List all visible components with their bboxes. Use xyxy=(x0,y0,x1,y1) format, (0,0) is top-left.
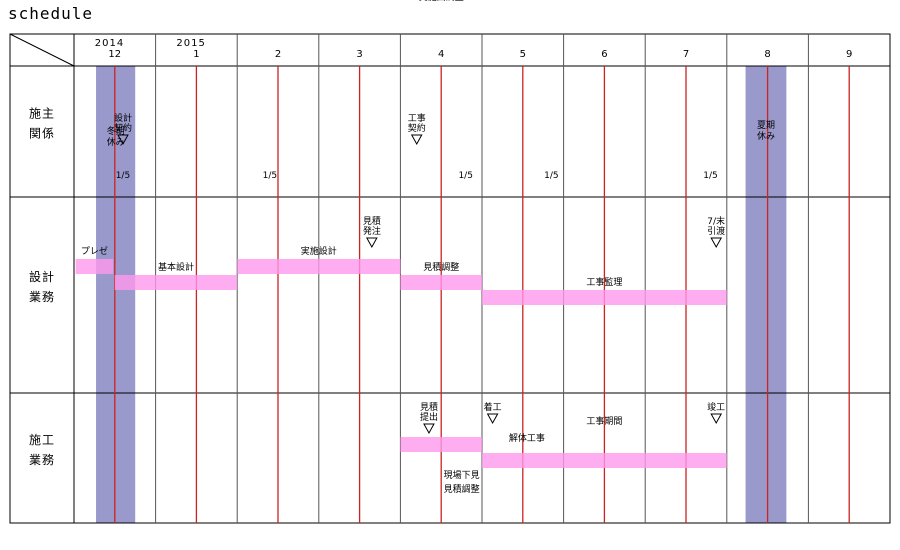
holiday-label: 夏期 xyxy=(757,120,775,131)
note-label: 1/5 xyxy=(458,171,472,181)
milestone-marker xyxy=(117,134,129,146)
bar-label: 見積調整 xyxy=(423,261,459,273)
schedule-bar xyxy=(482,290,727,305)
milestone-label: 見積 xyxy=(420,401,438,413)
row-label-char: 関 xyxy=(29,127,41,141)
milestone-label: 契約 xyxy=(114,122,132,134)
bar-label: 実施設計 xyxy=(301,245,337,257)
month-label: 3 xyxy=(356,49,362,60)
month-label: 5 xyxy=(520,49,526,60)
milestone-marker xyxy=(410,134,423,146)
row-label-char: 設 xyxy=(29,269,41,284)
row-label-char: 務 xyxy=(42,290,54,304)
bar-label: 工事監理 xyxy=(586,276,622,288)
milestone-marker xyxy=(365,237,378,249)
row-label-char: 係 xyxy=(42,127,54,141)
row-label-char: 業 xyxy=(29,453,41,467)
bar-label: プレゼ xyxy=(81,245,108,257)
holiday-label: 冬期 xyxy=(107,125,125,137)
chart-frame xyxy=(9,33,891,524)
schedule-bar xyxy=(75,259,114,274)
year-label: 2015 xyxy=(176,38,205,49)
month-label: 2 xyxy=(275,49,281,60)
holiday-label: 休み xyxy=(757,130,775,142)
row-label-char: 業 xyxy=(29,290,41,304)
month-label: 12 xyxy=(108,49,121,60)
month-label: 4 xyxy=(438,49,444,60)
year-label: 2014 xyxy=(95,38,124,49)
month-label: 8 xyxy=(764,49,770,60)
milestone-label: 竣工 xyxy=(707,401,725,413)
row-label-char: 工 xyxy=(42,433,54,447)
milestone-label: 工事 xyxy=(408,112,426,124)
milestone-marker xyxy=(423,423,435,435)
milestone-label: 発注 xyxy=(363,225,381,237)
milestone-label: 提出 xyxy=(420,411,438,423)
holiday-label: 休み xyxy=(107,136,125,148)
note-label: 1/5 xyxy=(544,171,558,181)
milestone-marker xyxy=(710,413,723,425)
bar-label: 基本設計 xyxy=(158,261,194,273)
note-label: 1/5 xyxy=(116,171,130,181)
row-label-char: 務 xyxy=(42,453,54,467)
holiday-band xyxy=(745,66,787,523)
row-label-char: 計 xyxy=(42,269,54,284)
month-label: 1 xyxy=(193,49,199,60)
milestone-label: 見積 xyxy=(363,215,381,227)
milestone-marker xyxy=(710,237,723,249)
schedule-bar xyxy=(400,275,482,290)
note-label: 見積調整 xyxy=(444,483,480,495)
note-label: 現場下見 xyxy=(444,469,480,481)
month-label: 7 xyxy=(683,49,689,60)
month-label: 6 xyxy=(601,49,607,60)
schedule-bar xyxy=(400,437,482,452)
schedule-bar xyxy=(114,275,238,290)
schedule-bar xyxy=(237,259,401,274)
note-label: 実施図調整 xyxy=(419,0,464,3)
milestone-label: 契約 xyxy=(408,122,426,134)
milestone-marker xyxy=(486,413,499,425)
month-label: 9 xyxy=(846,49,852,60)
note-label: 工事期間 xyxy=(586,415,622,427)
page-title: schedule xyxy=(8,4,94,23)
milestone-label: 設計 xyxy=(114,112,132,124)
row-label-char: 施 xyxy=(29,107,41,121)
note-label: 解体工事 xyxy=(509,432,545,444)
milestone-label: 引渡 xyxy=(707,225,725,237)
header-corner-diagonal xyxy=(9,33,75,67)
milestone-label: 7/末 xyxy=(707,215,725,227)
row-label-char: 施 xyxy=(29,433,41,447)
note-label: 1/5 xyxy=(263,171,277,181)
row-label-char: 主 xyxy=(42,107,54,121)
milestone-label: 着工 xyxy=(484,401,502,413)
holiday-band xyxy=(96,66,136,523)
note-label: 1/5 xyxy=(703,171,717,181)
schedule-bar xyxy=(482,453,727,468)
